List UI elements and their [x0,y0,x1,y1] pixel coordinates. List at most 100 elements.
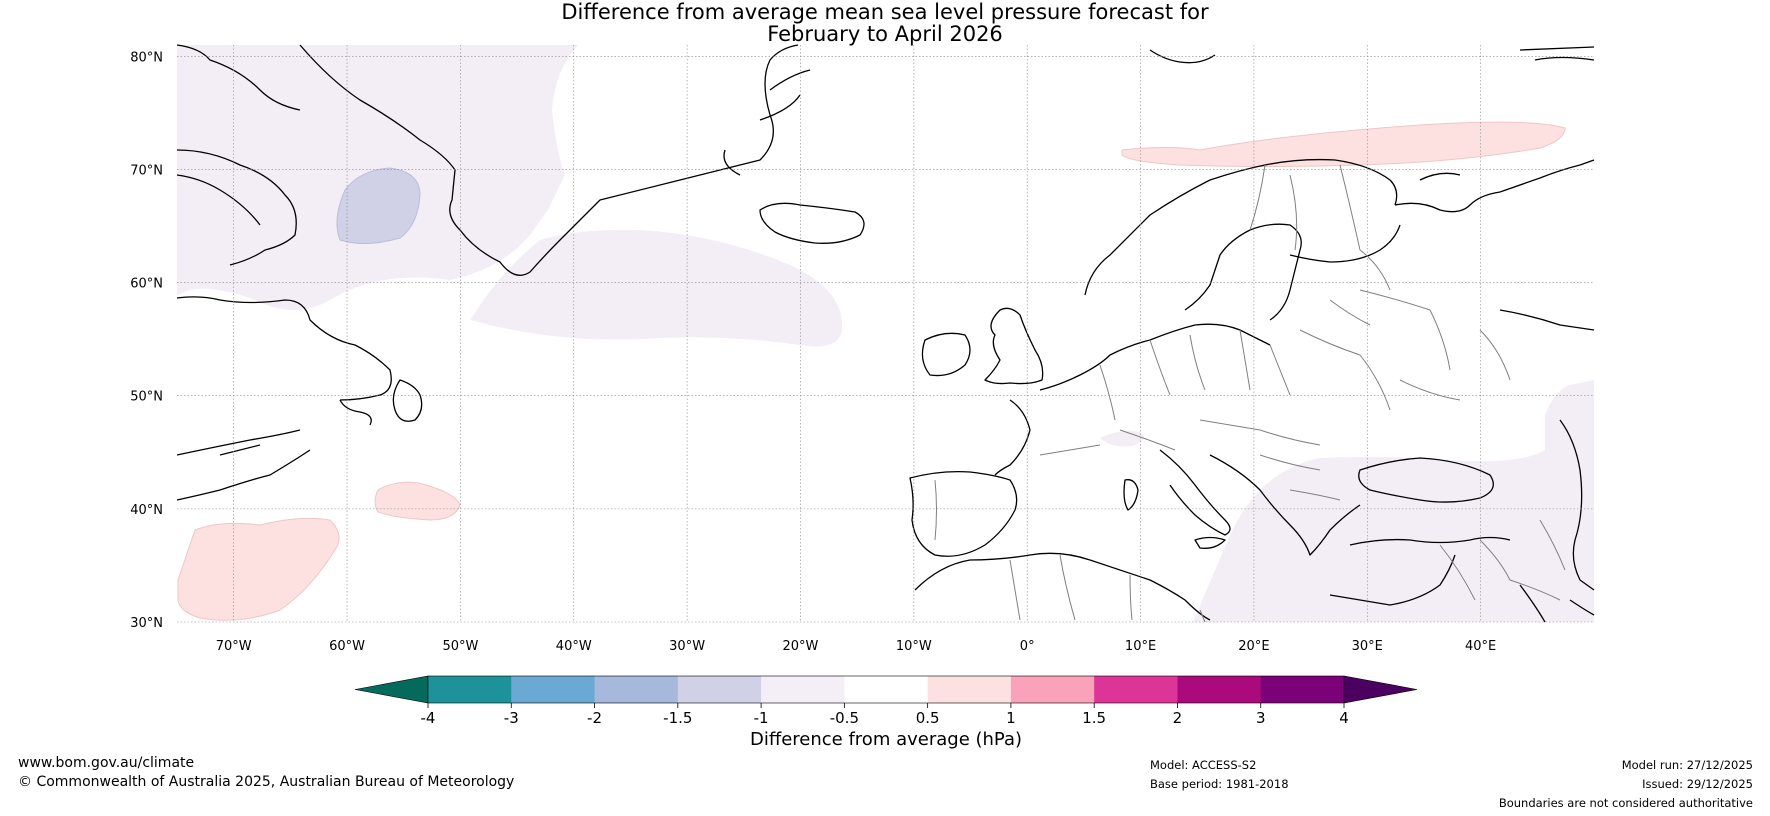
colorbar-tick-label: 4 [1339,709,1349,727]
border-north-africa [1009,554,1206,623]
coastline-labrador [176,296,392,426]
anomaly-region-barents [1121,121,1566,167]
coastline-norway [1084,158,1398,296]
border-central-europe [1149,299,1391,411]
colorbar-over-extend [1343,675,1418,704]
colorbar-swatch [1010,676,1095,703]
coastline-red-sea-gulf [1519,584,1595,623]
anomaly-region-mid-atlantic [374,481,461,521]
footer-website[interactable]: www.bom.gov.au/climate [18,755,195,771]
lon-tick-label: 70°W [216,639,252,654]
lon-tick-label: 40°E [1465,639,1496,654]
anomaly-region-balkans [1100,430,1144,447]
lon-tick-label: 20°E [1238,639,1269,654]
coastline-greenland [299,44,799,276]
map-title-line-2: February to April 2026 [767,22,1003,46]
coastlines [176,44,1595,623]
country-borders [934,164,1566,623]
colorbar-swatch [844,676,929,703]
coastline-russian-arctic [1419,159,1595,193]
lon-tick-label: 50°W [442,639,478,654]
coastline-sardinia [1123,479,1139,511]
lon-tick-label: 60°W [329,639,365,654]
colorbar-tick-label: 0.5 [916,709,940,727]
colorbar-swatch [428,676,512,703]
coastline-levant-egypt [1329,554,1456,606]
coastline-great-britain [984,307,1044,385]
coastline-caspian [1559,419,1595,591]
coastline-western-europe [1039,323,1271,391]
anomaly-regions [177,45,1594,622]
graticule [177,45,1594,623]
footer-issued: Issued: 29/12/2025 [1642,777,1753,791]
coastline-russia-east [1499,309,1595,331]
coastline-newfoundland [392,379,423,422]
coastline-novaya-zemlya [1519,46,1595,61]
colorbar-tick-label: -0.5 [830,709,859,727]
lat-tick-label: 40°N [130,503,163,518]
coastline-north-africa [914,552,1211,621]
colorbar-tick-label: -1.5 [663,709,692,727]
lat-tick-label: 60°N [130,277,163,292]
border-eastern-europe [1359,289,1511,401]
coastline-turkey [1349,536,1511,546]
colorbar-swatch [1177,676,1262,703]
colorbar-tick-label: 2 [1173,709,1183,727]
anomaly-region-north-atlantic [470,229,843,347]
lat-tick-label: 70°N [130,163,163,178]
coastline-ireland [921,332,971,377]
lat-tick-label: 30°N [130,616,163,631]
border-middle-east [1439,519,1566,601]
border-iberia [934,479,937,541]
colorbar-tick-label: 1.5 [1082,709,1106,727]
colorbar-swatch [511,676,596,703]
colorbar-outline [427,675,1345,704]
coastline-italy [1159,449,1231,536]
coastline-france-atlantic [994,399,1031,476]
colorbar-under-extend [354,675,429,704]
anomaly-region-baffin [336,167,421,244]
lat-tick-label: 80°N [130,50,163,65]
lon-tick-label: 10°E [1125,639,1156,654]
anomaly-region-east-med [1193,380,1594,622]
coastline-white-sea [1394,191,1501,213]
lon-tick-label: 30°E [1352,639,1383,654]
colorbar-swatch [1094,676,1178,703]
coastline-ellesmere [176,44,301,111]
colorbar-tick-label: -4 [421,709,436,727]
colorbar-swatch [1260,676,1345,703]
lon-tick-label: 0° [1020,639,1035,654]
lon-tick-label: 20°W [783,639,819,654]
colorbar: -4 -3 -2 -1.5 -1 -0.5 0.5 1 1.5 2 3 4 Difference fro… [354,675,1418,750]
lon-tick-label: 40°W [556,639,592,654]
coastline-spitsbergen [1149,49,1216,64]
colorbar-tick-label: -3 [504,709,519,727]
coastline-black-sea [1358,457,1494,503]
colorbar-swatch [927,676,1012,703]
colorbar-tick-label: -1 [754,709,769,727]
coastline-sweden-baltic [1184,223,1302,321]
map-title-line-1: Difference from average mean sea level p… [561,0,1209,24]
coastline-baffin [176,149,297,266]
footer-base-period: Base period: 1981-2018 [1150,777,1289,791]
coastline-greenland-east-fjords [723,69,811,176]
colorbar-swatch [594,676,679,703]
coastline-finland [1289,224,1401,263]
colorbar-swatch [677,676,762,703]
coastline-balkans [1209,454,1361,556]
lon-tick-label: 10°W [896,639,932,654]
lat-tick-label: 50°N [130,390,163,405]
footer-model: Model: ACCESS-S2 [1150,758,1257,772]
border-south-europe [1039,364,1341,501]
axis-labels: 70°W 60°W 50°W 40°W 30°W 20°W 10°W 0° 10°E 20°E 30… [130,50,1496,654]
colorbar-tick-label: 1 [1006,709,1016,727]
footer-copyright: © Commonwealth of Australia 2025, Austra… [18,774,515,790]
footer-model-run: Model run: 27/12/2025 [1621,758,1753,772]
colorbar-tick-label: -2 [587,709,602,727]
anomaly-region-west-atlantic [177,517,340,621]
colorbar-swatch [761,676,845,703]
footer-disclaimer: Boundaries are not considered authoritat… [1498,796,1753,810]
lon-tick-label: 30°W [669,639,705,654]
coastline-nova-scotia [176,429,311,501]
